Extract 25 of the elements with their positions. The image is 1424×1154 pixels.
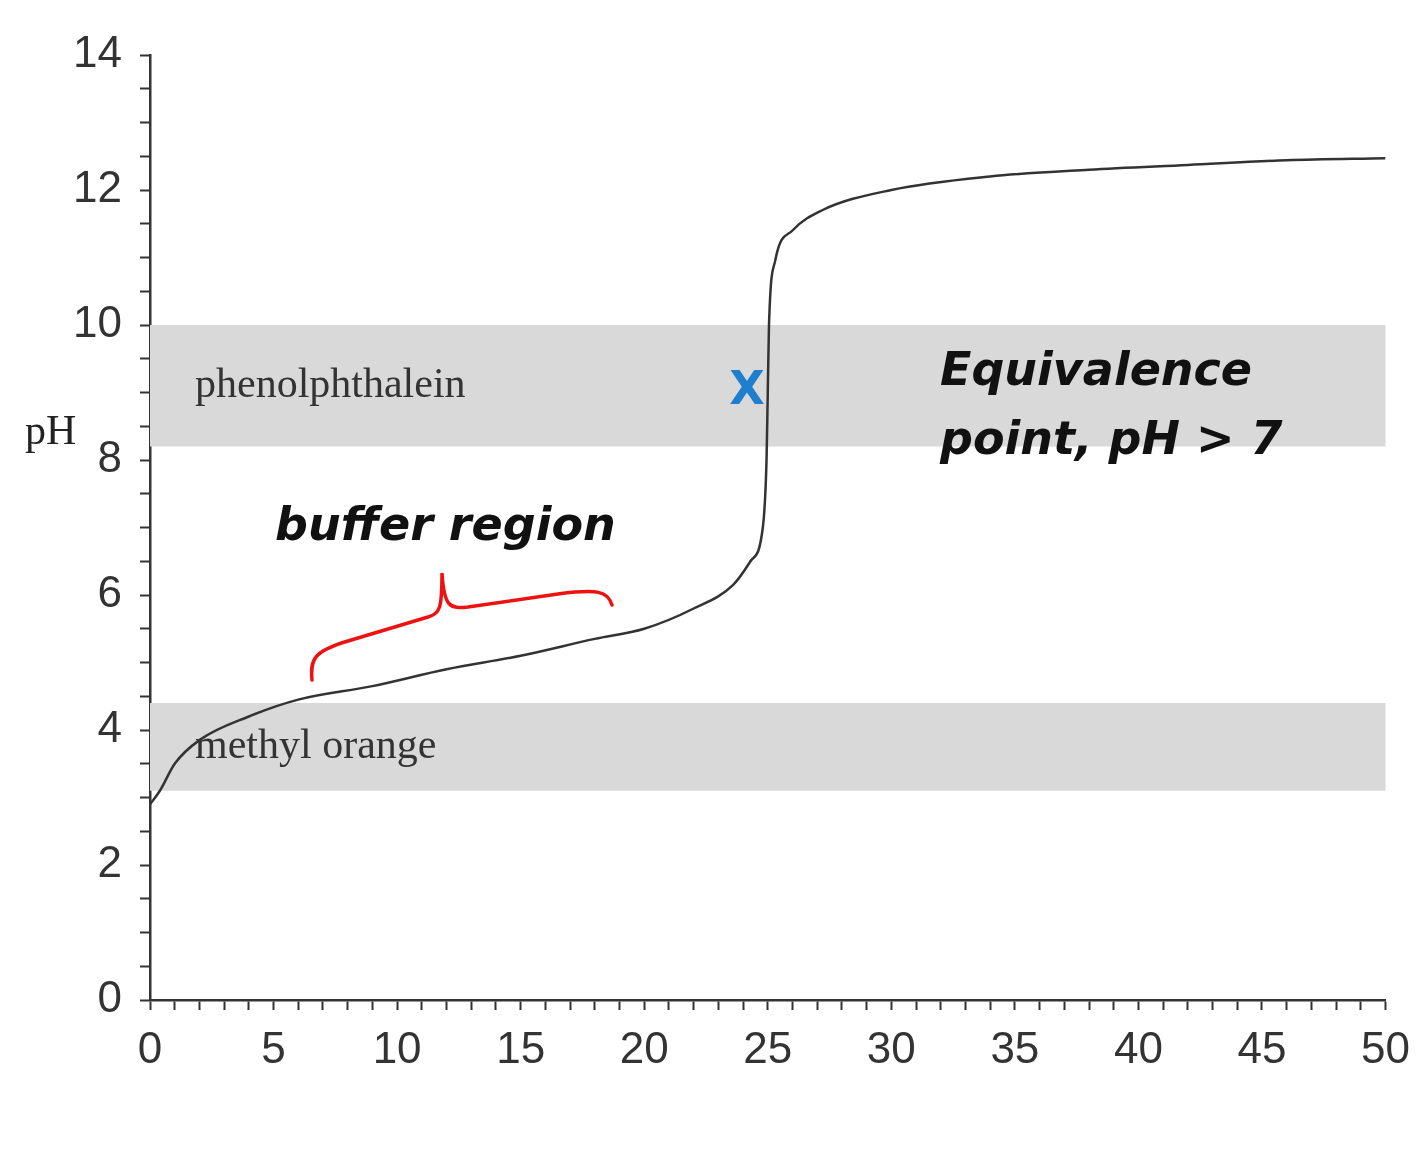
x-tick-label: 10: [372, 1022, 422, 1072]
y-tick-label: 14: [73, 27, 122, 77]
x-tick-label: 20: [619, 1022, 669, 1072]
y-tick-label: 4: [97, 702, 122, 752]
x-tick-label: 45: [1237, 1022, 1287, 1072]
x-tick-label: 5: [261, 1022, 286, 1072]
annotation: Equivalence point, pH > 7: [940, 341, 1284, 467]
band-label: methyl orange: [195, 720, 437, 767]
x-tick-label: 40: [1113, 1022, 1163, 1072]
y-tick-label: 0: [97, 972, 122, 1022]
y-tick-label: 2: [97, 837, 122, 887]
x-tick-label: 35: [990, 1022, 1040, 1072]
band-label: phenolphthalein: [195, 359, 466, 406]
annotation: X: [729, 361, 765, 416]
x-tick-label: 15: [496, 1022, 546, 1072]
x-tick-label: 25: [743, 1022, 793, 1072]
x-tick-label: 0: [137, 1022, 163, 1072]
x-tick-label: 50: [1361, 1022, 1411, 1072]
y-tick-label: 8: [97, 432, 122, 482]
y-tick-label: 12: [73, 162, 122, 212]
y-tick-label: 6: [97, 567, 122, 617]
y-tick-label: 10: [73, 297, 122, 347]
y-axis-title: pH: [25, 407, 77, 454]
annotation: buffer region: [275, 496, 617, 553]
x-tick-label: 30: [866, 1022, 916, 1072]
